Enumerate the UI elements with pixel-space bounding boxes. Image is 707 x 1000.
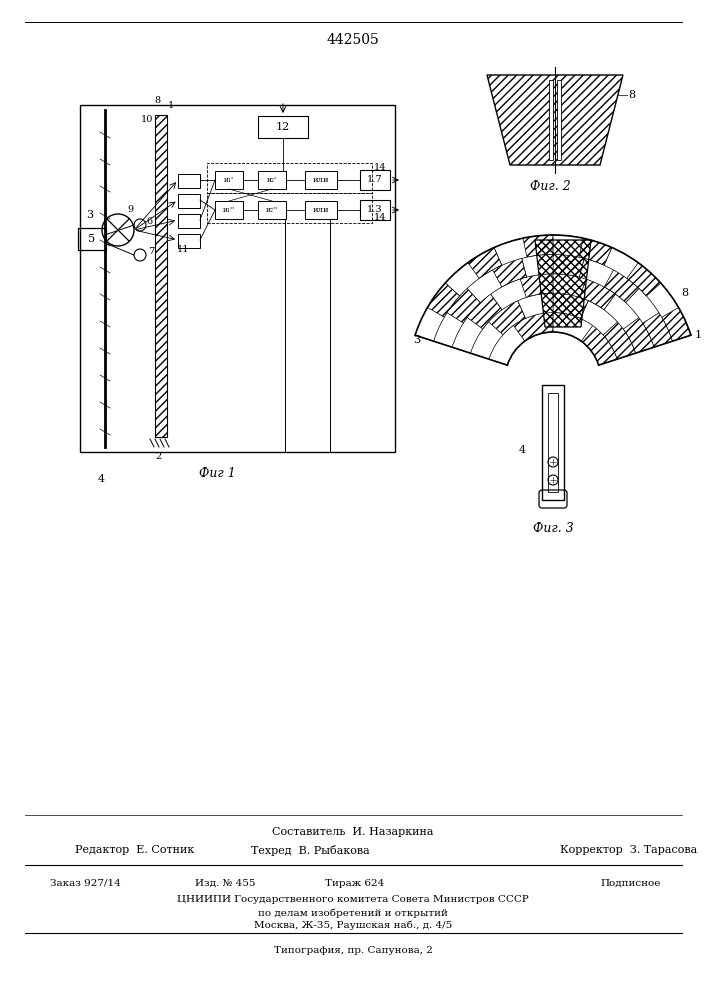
Text: 4: 4 bbox=[518, 445, 525, 455]
Bar bbox=[155, 115, 167, 437]
Text: 7: 7 bbox=[148, 247, 154, 256]
Bar bbox=[360, 200, 390, 220]
Text: и₂'': и₂'' bbox=[266, 206, 278, 214]
Wedge shape bbox=[489, 325, 525, 365]
Text: 3: 3 bbox=[86, 210, 93, 220]
Text: Москва, Ж-35, Раушская наб., д. 4/5: Москва, Ж-35, Раушская наб., д. 4/5 bbox=[254, 921, 452, 930]
Bar bbox=[548, 393, 558, 492]
Text: Корректор  З. Тарасова: Корректор З. Тарасова bbox=[560, 845, 697, 855]
Text: Тираж 624: Тираж 624 bbox=[325, 879, 384, 888]
Bar bbox=[78, 228, 106, 250]
Text: Изд. № 455: Изд. № 455 bbox=[195, 879, 255, 888]
Wedge shape bbox=[604, 294, 639, 329]
Bar bbox=[305, 201, 337, 219]
Text: 8: 8 bbox=[682, 288, 689, 298]
Text: Типография, пр. Сапунова, 2: Типография, пр. Сапунова, 2 bbox=[274, 946, 433, 955]
Wedge shape bbox=[470, 322, 503, 359]
Text: 3: 3 bbox=[413, 335, 420, 345]
Text: Заказ 927/14: Заказ 927/14 bbox=[50, 879, 121, 888]
Text: 1.7: 1.7 bbox=[367, 176, 382, 184]
Bar bbox=[178, 214, 200, 228]
Text: 12: 12 bbox=[276, 122, 290, 132]
Text: 4: 4 bbox=[98, 474, 105, 484]
Wedge shape bbox=[415, 308, 444, 341]
Wedge shape bbox=[491, 279, 526, 310]
Bar bbox=[80, 105, 395, 452]
Text: и₁': и₁' bbox=[224, 176, 234, 184]
Wedge shape bbox=[604, 248, 638, 278]
Bar bbox=[207, 163, 372, 193]
Wedge shape bbox=[580, 258, 614, 287]
Text: или: или bbox=[312, 206, 329, 214]
Bar bbox=[557, 80, 561, 160]
Wedge shape bbox=[522, 254, 553, 277]
Bar bbox=[305, 171, 337, 189]
Bar bbox=[360, 170, 390, 190]
Text: Составитель  И. Назаркина: Составитель И. Назаркина bbox=[272, 827, 434, 837]
Text: 1.3: 1.3 bbox=[367, 206, 382, 215]
Text: ЦНИИПИ Государственного комитета Совета Министров СССР: ЦНИИПИ Государственного комитета Совета … bbox=[177, 895, 529, 904]
Wedge shape bbox=[553, 274, 586, 297]
Text: Фиг. 2: Фиг. 2 bbox=[530, 180, 571, 193]
Wedge shape bbox=[433, 313, 463, 347]
Bar bbox=[207, 193, 372, 223]
Text: и₁'': и₁'' bbox=[223, 206, 235, 214]
Text: 5: 5 bbox=[88, 234, 95, 244]
Wedge shape bbox=[452, 318, 483, 353]
Wedge shape bbox=[553, 313, 592, 341]
Wedge shape bbox=[580, 301, 617, 335]
Text: 442505: 442505 bbox=[327, 33, 380, 47]
Text: 6: 6 bbox=[146, 218, 152, 227]
Text: 14: 14 bbox=[374, 214, 387, 223]
Bar bbox=[258, 201, 286, 219]
Text: 1: 1 bbox=[168, 101, 174, 110]
Text: 9: 9 bbox=[127, 206, 133, 215]
Bar bbox=[542, 385, 564, 500]
Text: Редактор  Е. Сотник: Редактор Е. Сотник bbox=[75, 845, 194, 855]
Text: 10: 10 bbox=[141, 115, 153, 124]
Text: по делам изобретений и открытий: по делам изобретений и открытий bbox=[258, 908, 448, 918]
Text: 14: 14 bbox=[374, 163, 387, 172]
Bar bbox=[258, 116, 308, 138]
Bar bbox=[178, 194, 200, 208]
Text: Подписное: Подписное bbox=[600, 879, 660, 888]
Text: Фиг 1: Фиг 1 bbox=[199, 467, 236, 480]
Text: 11: 11 bbox=[177, 245, 189, 254]
Wedge shape bbox=[467, 270, 502, 303]
Bar bbox=[215, 171, 243, 189]
Wedge shape bbox=[518, 293, 553, 318]
Bar bbox=[215, 201, 243, 219]
Wedge shape bbox=[553, 235, 583, 257]
Bar bbox=[178, 234, 200, 248]
Text: и₂': и₂' bbox=[267, 176, 277, 184]
Text: Фиг. 3: Фиг. 3 bbox=[532, 522, 573, 535]
Text: или: или bbox=[312, 176, 329, 184]
Text: 8: 8 bbox=[154, 96, 160, 105]
Wedge shape bbox=[626, 288, 659, 323]
Text: 2: 2 bbox=[155, 452, 161, 461]
Bar bbox=[258, 171, 286, 189]
Wedge shape bbox=[646, 283, 679, 317]
Wedge shape bbox=[445, 263, 479, 296]
Text: 8: 8 bbox=[628, 90, 635, 100]
Bar bbox=[178, 174, 200, 188]
Bar bbox=[549, 80, 553, 160]
Text: 1: 1 bbox=[694, 330, 701, 340]
Wedge shape bbox=[494, 238, 527, 265]
Text: Техред  В. Рыбакова: Техред В. Рыбакова bbox=[250, 845, 369, 856]
